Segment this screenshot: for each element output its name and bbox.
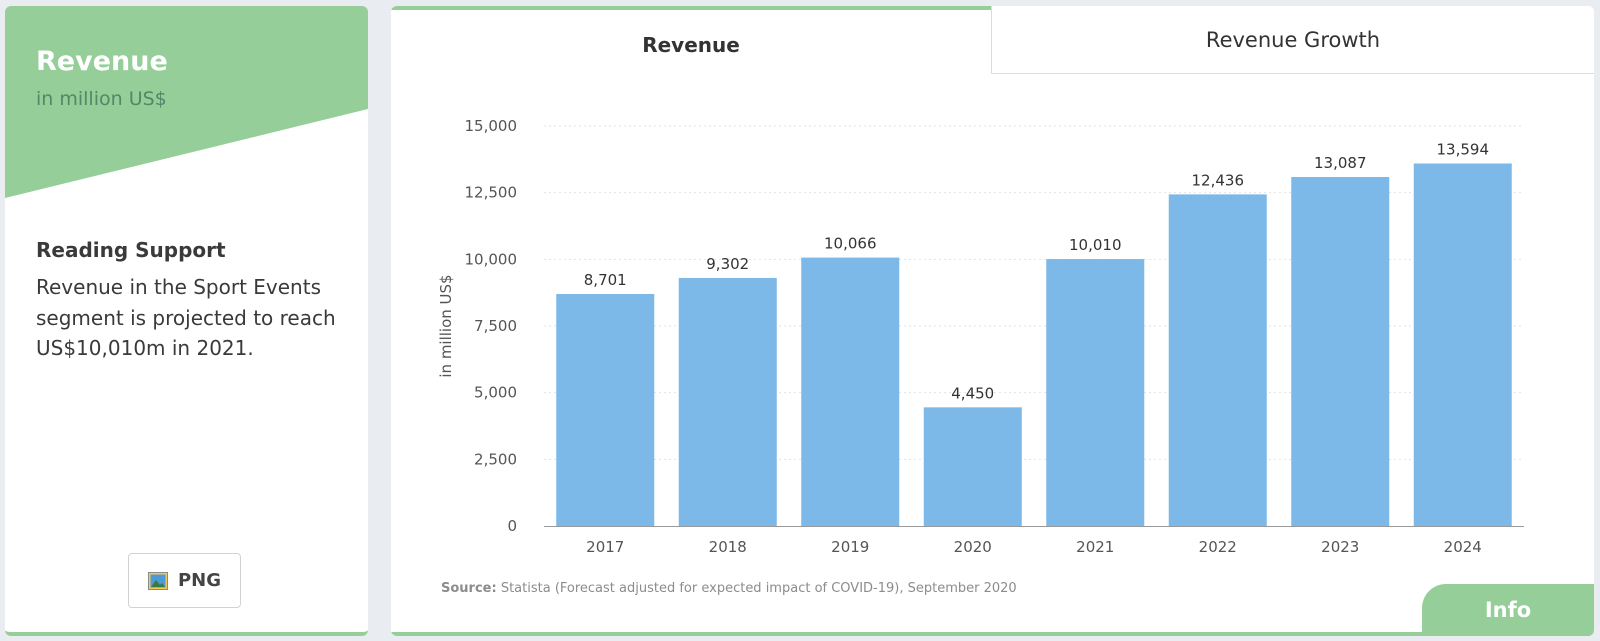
reading-support-card: Revenue in million US$ Reading Support R… bbox=[5, 6, 368, 636]
bar-2021 bbox=[1046, 259, 1145, 526]
data-label-2018: 9,302 bbox=[706, 255, 749, 273]
data-label-2024: 13,594 bbox=[1437, 140, 1490, 158]
card-bottom-border bbox=[391, 632, 1594, 636]
bar-2019 bbox=[801, 257, 900, 526]
bar-2017 bbox=[556, 293, 655, 526]
y-tick-label: 0 bbox=[507, 517, 517, 535]
source-label: Source: bbox=[441, 581, 497, 596]
x-axis-ticks: 2017 2018 2019 2020 2021 2022 2023 2024 bbox=[586, 538, 1482, 556]
bar-2020 bbox=[923, 407, 1022, 526]
image-icon bbox=[147, 571, 168, 590]
data-label-2017: 8,701 bbox=[584, 271, 627, 289]
source-text: Statista (Forecast adjusted for expected… bbox=[496, 581, 1017, 596]
y-tick-label: 10,000 bbox=[465, 250, 518, 268]
png-button-label: PNG bbox=[177, 570, 222, 591]
y-axis-title: in million US$ bbox=[437, 274, 455, 377]
data-label-2022: 12,436 bbox=[1192, 171, 1245, 189]
bar-2024 bbox=[1413, 163, 1512, 526]
png-download-button[interactable]: PNG bbox=[128, 553, 241, 608]
banner-shape bbox=[5, 6, 368, 198]
reading-support-text: Revenue in the Sport Events segment is p… bbox=[36, 275, 336, 360]
bar-2023 bbox=[1291, 177, 1390, 526]
x-tick-label-2019: 2019 bbox=[831, 538, 869, 556]
x-tick-label-2020: 2020 bbox=[954, 538, 992, 556]
y-tick-label: 15,000 bbox=[465, 117, 518, 135]
tab-revenue[interactable]: Revenue bbox=[642, 33, 740, 57]
chart-card: Revenue Revenue Growth 0 2,500 5,000 7,500 1… bbox=[391, 6, 1594, 636]
data-label-2021: 10,010 bbox=[1069, 236, 1122, 254]
x-tick-label-2017: 2017 bbox=[586, 538, 624, 556]
active-tab-indicator bbox=[391, 6, 991, 10]
y-tick-label: 12,500 bbox=[465, 184, 518, 202]
y-tick-label: 2,500 bbox=[474, 450, 517, 468]
x-tick-label-2022: 2022 bbox=[1199, 538, 1237, 556]
card-title: Revenue bbox=[36, 46, 168, 77]
y-tick-label: 7,500 bbox=[474, 317, 517, 335]
card-banner bbox=[5, 6, 368, 198]
source-note: Source: Statista (Forecast adjusted for … bbox=[441, 581, 1017, 596]
card-subtitle: in million US$ bbox=[36, 88, 167, 110]
data-label-2020: 4,450 bbox=[951, 384, 994, 402]
info-button[interactable]: Info bbox=[1422, 584, 1594, 636]
x-tick-label-2024: 2024 bbox=[1444, 538, 1482, 556]
y-tick-label: 5,000 bbox=[474, 384, 517, 402]
data-label-2023: 13,087 bbox=[1314, 154, 1367, 172]
reading-support-heading: Reading Support bbox=[36, 238, 226, 262]
tab-revenue-growth[interactable]: Revenue Growth bbox=[991, 6, 1594, 74]
bar-2018 bbox=[678, 277, 777, 526]
x-tick-label-2023: 2023 bbox=[1321, 538, 1359, 556]
x-tick-label-2021: 2021 bbox=[1076, 538, 1114, 556]
value-labels: 8,701 9,302 10,066 4,450 10,010 12,436 13,087 1… bbox=[584, 140, 1489, 402]
data-label-2019: 10,066 bbox=[824, 235, 877, 253]
y-axis-ticks: 0 2,500 5,000 7,500 10,000 12,500 15,000 bbox=[465, 117, 518, 535]
bar-2022 bbox=[1168, 194, 1267, 526]
bars bbox=[556, 163, 1512, 526]
revenue-bar-chart: 0 2,500 5,000 7,500 10,000 12,500 15,000 8,701… bbox=[437, 117, 1524, 556]
x-tick-label-2018: 2018 bbox=[709, 538, 747, 556]
